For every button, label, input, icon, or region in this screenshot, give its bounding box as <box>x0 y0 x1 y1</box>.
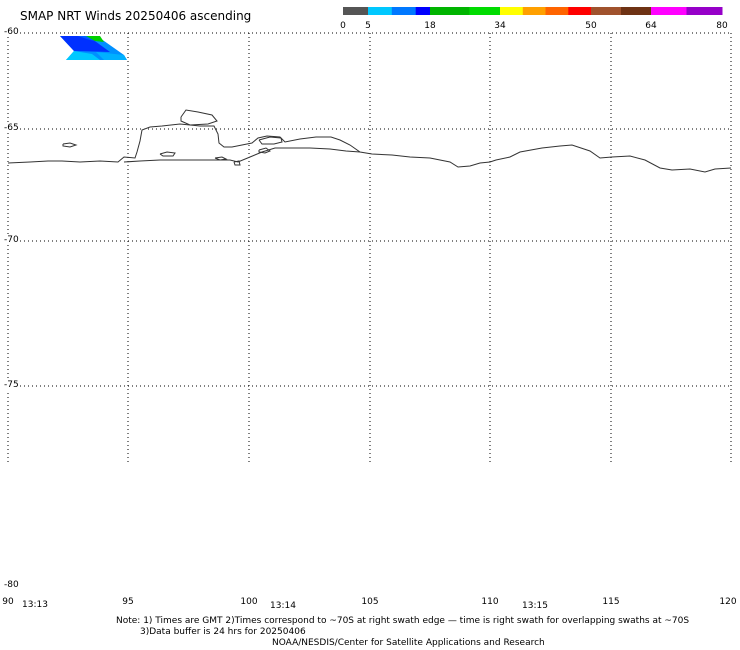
colorbar-tick-50: 50 <box>585 21 597 31</box>
lon-label-120: 120 <box>719 597 737 607</box>
colorbar-segment-1 <box>368 7 393 15</box>
note-line-1: Note: 1) Times are GMT 2)Times correspon… <box>116 616 690 626</box>
lon-label-105: 105 <box>361 597 379 607</box>
colorbar-segment-11 <box>621 7 652 15</box>
lon-label-115: 115 <box>602 597 620 607</box>
lat-label-80: -80 <box>4 580 20 590</box>
colorbar-segment-9 <box>568 7 592 15</box>
lon-label-110: 110 <box>481 597 499 607</box>
colorbar-tick-0: 0 <box>340 21 346 31</box>
lat-label-65: -65 <box>4 123 20 133</box>
colorbar-segment-7 <box>522 7 547 15</box>
colorbar-tick-80: 80 <box>716 21 728 31</box>
colorbar-tick-34: 34 <box>494 21 506 31</box>
time-label-2: 13:14 <box>270 601 296 611</box>
colorbar-segment-10 <box>591 7 622 15</box>
colorbar-segment-0 <box>343 7 369 15</box>
lon-label-100: 100 <box>240 597 258 607</box>
credit-line: NOAA/NESDIS/Center for Satellite Applica… <box>272 638 545 648</box>
wind-speed-colorbar <box>343 7 723 15</box>
colorbar-tick-18: 18 <box>424 21 436 31</box>
lon-label-90: 90 <box>2 597 14 607</box>
colorbar-tick-64: 64 <box>645 21 657 31</box>
lat-label-75: -75 <box>4 380 20 390</box>
colorbar-segment-3 <box>415 7 431 15</box>
colorbar-segment-5 <box>469 7 501 15</box>
note-line-2: 3)Data buffer is 24 hrs for 20250406 <box>140 627 306 637</box>
lat-label-70: -70 <box>4 235 20 245</box>
colorbar-segment-4 <box>430 7 470 15</box>
wind-swath <box>60 36 127 60</box>
colorbar-segment-8 <box>545 7 569 15</box>
time-label-3: 13:15 <box>522 601 548 611</box>
graticule <box>7 32 732 463</box>
lat-label-60: -60 <box>4 27 20 37</box>
coastline <box>7 109 732 173</box>
colorbar-segment-13 <box>686 7 723 15</box>
colorbar-segment-2 <box>391 7 417 15</box>
map-title: SMAP NRT Winds 20250406 ascending <box>20 9 252 23</box>
time-label-1: 13:13 <box>22 600 48 610</box>
lon-label-95: 95 <box>122 597 134 607</box>
colorbar-segment-12 <box>651 7 687 15</box>
colorbar-tick-5: 5 <box>365 21 371 31</box>
colorbar-segment-6 <box>500 7 524 15</box>
